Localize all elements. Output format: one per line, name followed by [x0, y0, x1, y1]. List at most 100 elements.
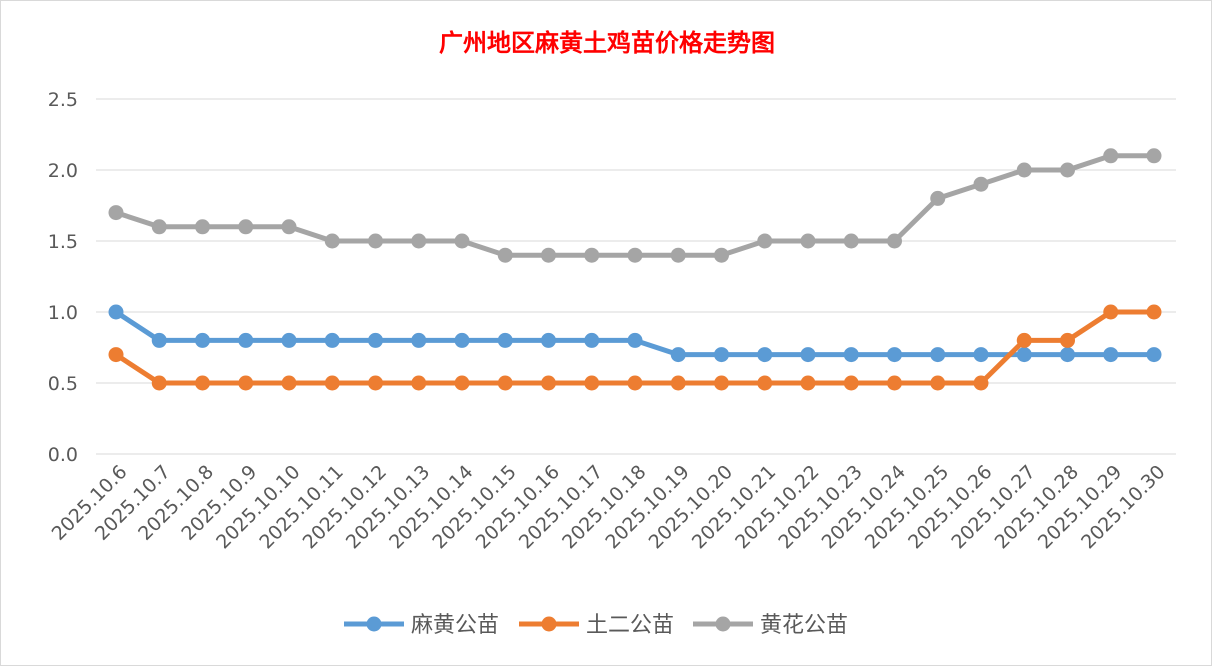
data-point [800, 347, 816, 363]
data-point [1060, 332, 1075, 348]
data-point [627, 247, 643, 263]
data-point [411, 233, 427, 249]
data-point [324, 375, 340, 391]
data-point [930, 347, 946, 363]
data-point [497, 247, 513, 263]
data-point [497, 375, 513, 391]
series-2 [108, 148, 1162, 263]
data-point [584, 375, 600, 391]
data-point [757, 347, 773, 363]
data-point [1016, 332, 1032, 348]
legend-label: 麻黄公苗 [411, 613, 499, 638]
series-1 [108, 304, 1162, 391]
data-point [1103, 148, 1119, 164]
data-point [454, 332, 470, 348]
legend-label: 黄花公苗 [760, 613, 848, 638]
data-point [670, 347, 686, 363]
data-point [281, 332, 297, 348]
legend-label: 土二公苗 [586, 613, 674, 638]
data-point [151, 375, 167, 391]
data-point [973, 375, 989, 391]
y-tick-label: 2.5 [48, 89, 78, 111]
series-line [113, 153, 1157, 258]
data-point [843, 347, 859, 363]
data-point [108, 205, 124, 221]
data-point [1103, 304, 1119, 320]
y-tick-label: 0.5 [48, 373, 78, 395]
data-point [584, 332, 600, 348]
data-point [324, 233, 340, 249]
data-point [411, 375, 427, 391]
y-tick-label: 1.0 [48, 302, 78, 324]
legend-marker [715, 616, 731, 632]
data-point [238, 219, 254, 235]
legend-marker [541, 616, 557, 632]
data-point [714, 247, 729, 263]
data-point [324, 332, 340, 348]
data-point [930, 375, 946, 391]
data-point [800, 233, 816, 249]
data-point [195, 219, 210, 235]
data-point [541, 375, 556, 391]
data-point [1016, 162, 1032, 178]
data-point [238, 375, 254, 391]
data-point [800, 375, 816, 391]
data-point [887, 375, 902, 391]
legend-item: 麻黄公苗 [344, 613, 499, 638]
y-tick-label: 0.0 [48, 444, 78, 466]
data-point [411, 332, 427, 348]
data-point [930, 190, 946, 206]
y-axis-ticks: 0.0 0.5 1.0 1.5 2.0 2.5 [48, 89, 78, 466]
x-axis-ticks: 2025.10.62025.10.72025.10.82025.10.92025… [48, 461, 1170, 553]
data-point [757, 375, 773, 391]
data-point [368, 233, 383, 249]
data-point [887, 347, 902, 363]
grid-lines [96, 98, 1176, 455]
data-point [1146, 148, 1162, 164]
data-point [281, 219, 297, 235]
data-point [843, 233, 859, 249]
data-point [757, 233, 773, 249]
data-point [454, 233, 470, 249]
data-point [151, 219, 167, 235]
data-point [973, 176, 989, 192]
data-point [1016, 347, 1032, 363]
data-point [368, 375, 383, 391]
data-point [368, 332, 383, 348]
data-point [584, 247, 600, 263]
legend-item: 黄花公苗 [693, 613, 848, 638]
data-point [238, 332, 254, 348]
data-point [151, 332, 167, 348]
legend-marker [366, 616, 382, 632]
data-point [541, 247, 556, 263]
data-point [670, 375, 686, 391]
data-point [973, 347, 989, 363]
chart-title: 广州地区麻黄土鸡苗价格走势图 [439, 28, 775, 57]
data-point [1146, 304, 1162, 320]
data-point [108, 304, 124, 320]
data-point [281, 375, 297, 391]
y-tick-label: 2.0 [48, 160, 78, 182]
data-point [714, 375, 729, 391]
data-point [497, 332, 513, 348]
data-point [627, 375, 643, 391]
data-point [541, 332, 556, 348]
data-point [1146, 347, 1162, 363]
data-point [1060, 347, 1075, 363]
series-group [108, 148, 1162, 391]
data-point [108, 347, 124, 363]
data-point [195, 332, 210, 348]
data-point [843, 375, 859, 391]
data-point [887, 233, 902, 249]
data-point [1103, 347, 1119, 363]
data-point [714, 347, 729, 363]
data-point [1060, 162, 1075, 178]
data-point [454, 375, 470, 391]
data-point [195, 375, 210, 391]
legend-item: 土二公苗 [519, 613, 674, 638]
y-tick-label: 1.5 [48, 231, 78, 253]
data-point [670, 247, 686, 263]
series-0 [108, 304, 1162, 363]
